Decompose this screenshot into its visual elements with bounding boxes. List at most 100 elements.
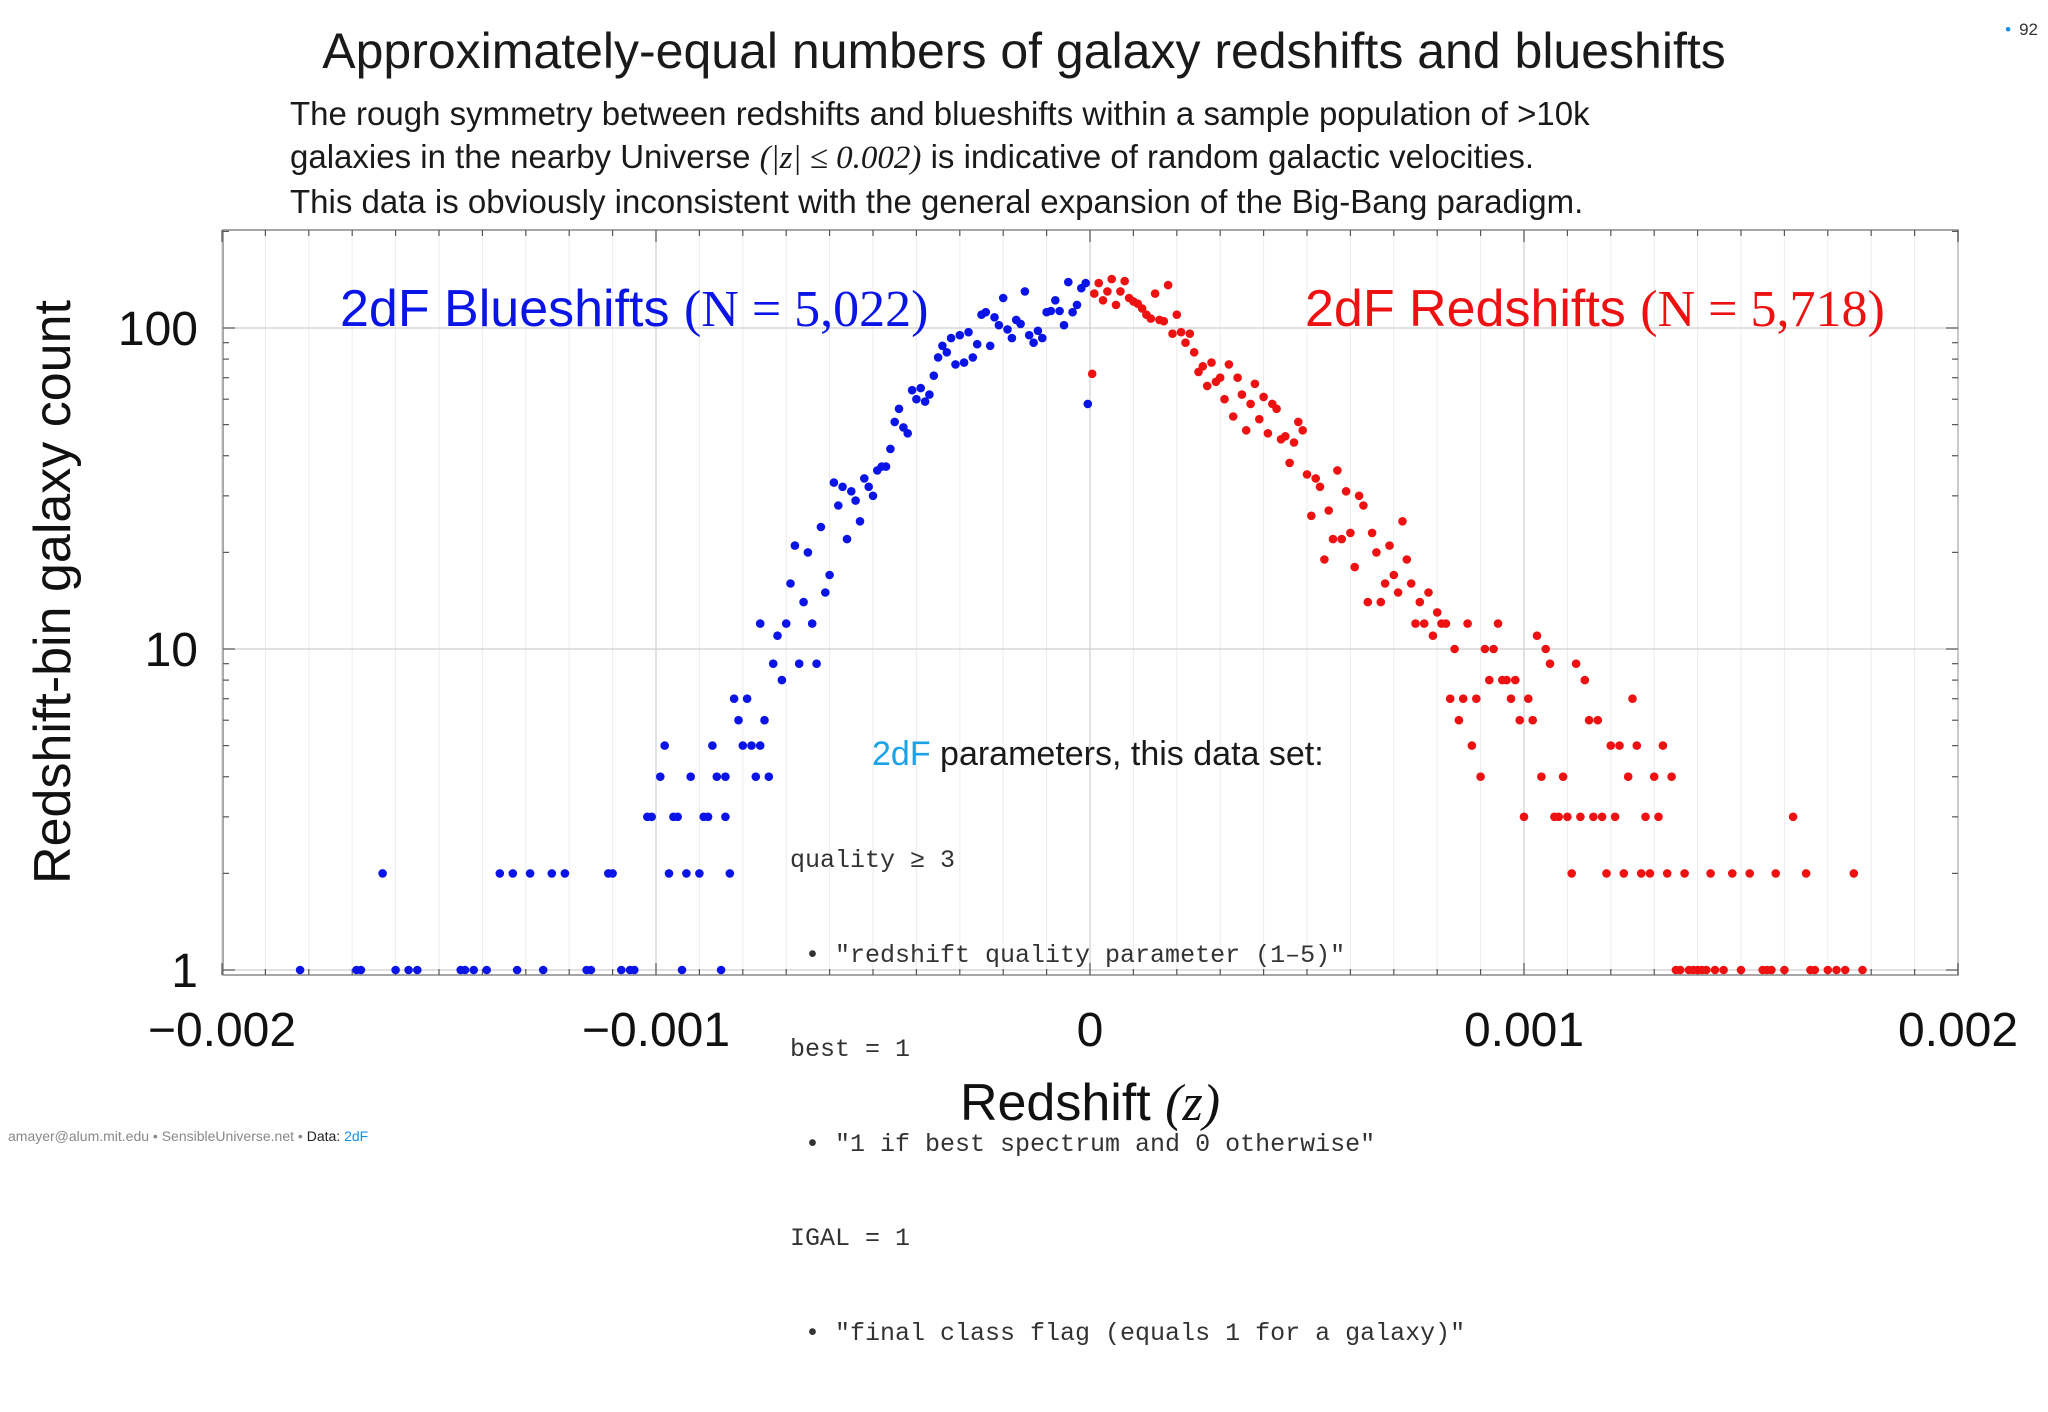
redshift-point [1389, 570, 1399, 580]
redshift-point [1380, 579, 1390, 588]
footer-data-label: Data: [306, 1128, 341, 1144]
blueshift-point [482, 965, 492, 975]
blueshift-point [729, 694, 739, 703]
parameter-line: • "1 if best spectrum and 0 otherwise" [790, 1129, 1376, 1159]
redshift-point [1515, 715, 1524, 725]
blueshift-point [946, 333, 956, 343]
redshift-point [1567, 869, 1576, 878]
redshift-series-label: 2dF Redshifts (N = 5,718) [1305, 280, 1885, 338]
blueshift-point [821, 588, 830, 597]
redshift-point [1788, 812, 1798, 822]
redshift-point [1849, 869, 1859, 878]
blueshift-point [1016, 319, 1025, 329]
blueshift-point [860, 474, 869, 483]
blueshift-point [677, 965, 687, 975]
redshift-point [1320, 555, 1329, 564]
redshift-point [1259, 392, 1268, 402]
blueshift-point [673, 812, 682, 822]
redshift-point [1354, 491, 1364, 501]
footer-contact: amayer@alum.mit.edu • SensibleUniverse.n… [8, 1128, 303, 1144]
blueshift-point [851, 496, 860, 505]
blueshift-point [1083, 399, 1093, 409]
subtitle-line-3: This data is obviously inconsistent with… [290, 183, 1584, 220]
redshift-point [1398, 517, 1407, 526]
subtitle-line-2-post: is indicative of random galactic velocit… [930, 138, 1535, 175]
data-points [295, 274, 1867, 975]
blueshift-series-count: (N = 5,022) [684, 281, 929, 338]
redshift-point [1385, 541, 1394, 550]
redshift-point [1476, 772, 1485, 781]
redshift-point [1571, 659, 1581, 668]
redshift-point [1116, 287, 1125, 296]
blueshift-point [751, 772, 761, 781]
redshift-point [1636, 869, 1646, 878]
blueshift-point [703, 812, 713, 822]
blueshift-point [834, 501, 843, 510]
redshift-point [1311, 474, 1320, 483]
blueshift-point [1051, 296, 1060, 305]
y-axis-label: Redshift-bin galaxy count [24, 300, 82, 884]
redshift-point [1281, 432, 1290, 441]
redshift-point [1645, 869, 1655, 878]
y-tick-label: 10 [145, 624, 198, 677]
blueshift-point [864, 482, 873, 492]
scatter-chart: −0.002 −0.001 0 0.001 0.002 1 10 100 2dF Blues… [24, 229, 2018, 1132]
redshift-point [1372, 548, 1381, 557]
blueshift-point [907, 385, 917, 395]
redshift-point [1445, 694, 1455, 703]
x-tick-label: 0.002 [1898, 1004, 2018, 1057]
redshift-point [1589, 812, 1598, 822]
blueshift-point [525, 869, 535, 878]
redshift-point [1728, 869, 1737, 878]
redshift-point [1220, 394, 1229, 404]
redshift-point [1719, 965, 1728, 975]
redshift-point [1780, 965, 1789, 975]
redshift-point [1094, 278, 1103, 288]
y-tick-label: 1 [171, 945, 198, 998]
redshift-point [1224, 360, 1234, 369]
redshift-point [1294, 417, 1303, 427]
blueshift-point [794, 659, 804, 668]
blueshift-point [682, 869, 691, 878]
redshift-point [1285, 458, 1294, 468]
redshift-point [1090, 289, 1099, 298]
parameters-heading-source: 2dF [872, 735, 931, 773]
redshift-point [1333, 466, 1342, 475]
redshift-point [1432, 608, 1442, 617]
redshift-point [1202, 381, 1212, 391]
redshift-point [1255, 414, 1264, 424]
redshift-point [1472, 694, 1481, 703]
redshift-point [1359, 501, 1368, 510]
redshift-point [1263, 429, 1273, 438]
redshift-series-name: 2dF Redshifts [1305, 280, 1626, 338]
redshift-point [1615, 741, 1624, 750]
redshift-point [1667, 772, 1676, 781]
redshift-point [1628, 694, 1637, 703]
redshift-point [1458, 694, 1468, 703]
blueshift-point [391, 965, 400, 975]
blueshift-point [955, 330, 965, 340]
redshift-point [1087, 369, 1097, 379]
blueshift-point [708, 741, 717, 750]
redshift-point [1159, 316, 1169, 326]
parameter-line: IGAL = 1 [790, 1224, 911, 1253]
redshift-point [1237, 390, 1247, 399]
redshift-point [1610, 812, 1620, 822]
blueshift-series-name: 2dF Blueshifts [340, 280, 670, 338]
blueshift-point [617, 965, 626, 975]
redshift-point [1107, 274, 1116, 284]
blueshift-point [942, 348, 952, 357]
redshift-point [1541, 644, 1550, 654]
x-tick-label: 0.001 [1464, 1004, 1584, 1057]
blueshift-point [881, 462, 891, 471]
blueshift-point [968, 353, 978, 362]
blueshift-point [586, 965, 596, 975]
blueshift-point [1072, 300, 1082, 310]
blueshift-point [747, 741, 756, 750]
blueshift-point [899, 423, 908, 432]
redshift-point [1363, 597, 1373, 607]
blueshift-point [755, 619, 765, 628]
redshift-point [1506, 694, 1516, 703]
redshift-point [1524, 694, 1533, 703]
x-axis-label-text: Redshift [960, 1074, 1151, 1132]
